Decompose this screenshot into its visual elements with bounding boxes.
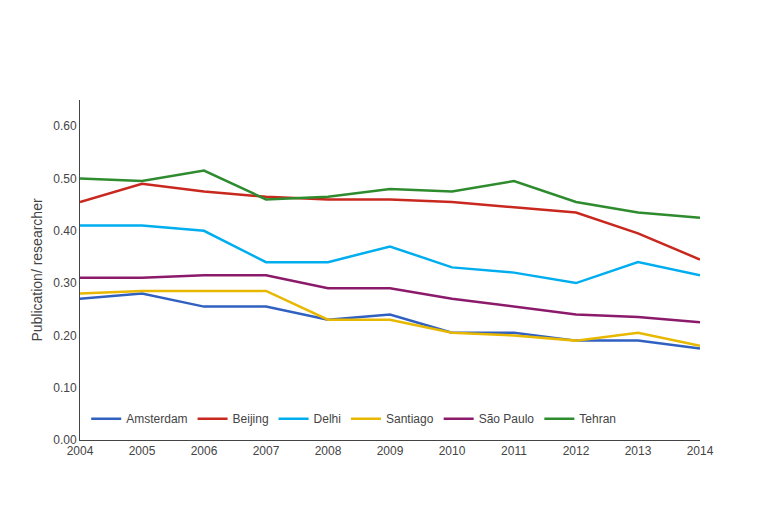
svg-text:2011: 2011 xyxy=(501,444,527,458)
svg-text:0.40: 0.40 xyxy=(53,224,77,238)
svg-text:0.20: 0.20 xyxy=(53,329,77,343)
svg-text:São Paulo: São Paulo xyxy=(479,412,535,426)
svg-text:Delhi: Delhi xyxy=(314,412,341,426)
svg-text:2010: 2010 xyxy=(439,444,466,458)
svg-text:2014: 2014 xyxy=(687,444,714,458)
svg-text:Publication/ researcher: Publication/ researcher xyxy=(29,198,45,342)
svg-text:0.00: 0.00 xyxy=(53,433,77,447)
svg-text:0.50: 0.50 xyxy=(53,172,77,186)
svg-text:2004: 2004 xyxy=(67,444,94,458)
svg-text:0.60: 0.60 xyxy=(53,119,77,133)
svg-text:2007: 2007 xyxy=(253,444,280,458)
svg-text:Tehran: Tehran xyxy=(579,412,616,426)
svg-text:2012: 2012 xyxy=(563,444,590,458)
svg-text:2009: 2009 xyxy=(377,444,404,458)
svg-text:0.30: 0.30 xyxy=(53,276,77,290)
svg-text:Amsterdam: Amsterdam xyxy=(126,412,187,426)
svg-text:2005: 2005 xyxy=(129,444,156,458)
svg-text:Santiago: Santiago xyxy=(386,412,434,426)
svg-text:2006: 2006 xyxy=(191,444,218,458)
svg-text:Beijing: Beijing xyxy=(233,412,269,426)
svg-text:2013: 2013 xyxy=(625,444,652,458)
svg-text:0.10: 0.10 xyxy=(53,381,77,395)
svg-text:2008: 2008 xyxy=(315,444,342,458)
